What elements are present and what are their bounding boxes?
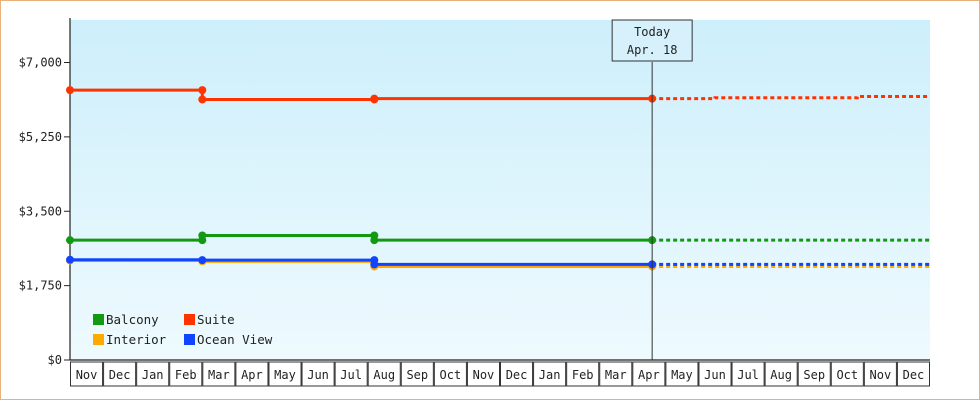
plot-area (70, 20, 930, 360)
x-tick-label: Jan (539, 368, 561, 382)
y-tick-label: $5,250 (19, 130, 62, 144)
y-tick-label: $7,000 (19, 56, 62, 70)
x-tick-box (731, 361, 765, 387)
data-point-suite (198, 95, 207, 104)
x-tick-label: May (671, 368, 693, 382)
series-forecast-suite (652, 95, 930, 101)
x-tick-box (103, 361, 137, 387)
x-tick-label: Sep (406, 368, 428, 382)
today-box (611, 19, 693, 62)
x-tick-box (136, 361, 170, 387)
y-tick-label: $3,500 (19, 204, 62, 218)
series-line-ocean-view (70, 258, 653, 266)
legend: Balcony Suite Interior Ocean View (93, 312, 273, 347)
x-tick-box (896, 361, 931, 387)
x-tick-label: Mar (605, 368, 627, 382)
data-point-suite (66, 86, 74, 95)
x-tick-label: Oct (836, 368, 858, 382)
series-line-balcony (70, 233, 653, 242)
legend-swatch-interior (93, 334, 104, 345)
legend-swatch-ocean-view (184, 334, 195, 345)
legend-swatch-suite (184, 314, 195, 325)
x-tick-box (433, 361, 467, 387)
legend-swatch-balcony (93, 314, 104, 325)
today-title: Today (634, 25, 670, 39)
x-tick-label: Nov (870, 368, 892, 382)
data-point-suite (370, 94, 379, 103)
x-tick-box (400, 361, 434, 387)
x-tick-label: Dec (506, 368, 528, 382)
x-tick-label: Sep (803, 368, 825, 382)
x-tick-label: Feb (572, 368, 594, 382)
legend-label-balcony: Balcony (106, 312, 159, 327)
x-tick-label: Dec (109, 368, 131, 382)
x-tick-label: Apr (638, 368, 660, 382)
x-tick-label: Oct (440, 368, 462, 382)
x-tick-box (599, 361, 633, 387)
x-tick-box (301, 361, 335, 387)
x-tick-box (367, 361, 401, 387)
data-point-balcony (370, 236, 379, 245)
x-tick-label: Aug (373, 368, 395, 382)
legend-label-suite: Suite (197, 312, 235, 327)
series-line-suite (70, 88, 653, 101)
x-tick-box (566, 361, 600, 387)
today-date: Apr. 18 (627, 43, 678, 57)
x-tick-label: Jun (307, 368, 329, 382)
x-tick-box (863, 361, 897, 387)
data-point-ocean-view (66, 255, 74, 264)
x-tick-label: Nov (473, 368, 495, 382)
legend-label-interior: Interior (106, 332, 167, 347)
x-tick-label: Mar (208, 368, 230, 382)
x-tick-label: Jul (340, 368, 362, 382)
x-tick-label: Nov (76, 368, 98, 382)
data-point-ocean-view (198, 256, 207, 265)
x-tick-label: Feb (175, 368, 197, 382)
x-tick-box (169, 361, 203, 387)
x-tick-box (797, 361, 831, 387)
x-tick-label: Jul (737, 368, 759, 382)
x-tick-box (466, 361, 500, 387)
data-point-ocean-view (370, 260, 379, 269)
today-marker: Today Apr. 18 (611, 19, 693, 360)
legend-label-ocean-view: Ocean View (197, 332, 273, 347)
series-layer (66, 86, 930, 271)
x-tick-box (533, 361, 567, 387)
x-tick-box (500, 361, 534, 387)
x-tick-box (70, 361, 104, 387)
y-tick-label: $0 (48, 353, 62, 367)
x-tick-box (764, 361, 798, 387)
x-tick-label: Jan (142, 368, 164, 382)
x-tick-label: May (274, 368, 296, 382)
y-tick-label: $1,750 (19, 279, 62, 293)
data-point-suite (198, 86, 207, 95)
x-tick-label: Jun (704, 368, 726, 382)
x-tick-box (334, 361, 368, 387)
x-tick-label: Aug (770, 368, 792, 382)
x-tick-box (665, 361, 699, 387)
x-tick-label: Apr (241, 368, 263, 382)
x-tick-box (268, 361, 302, 387)
x-tick-box (202, 361, 236, 387)
x-tick-box (632, 361, 666, 387)
x-tick-box (698, 361, 732, 387)
x-tick-box (235, 361, 269, 387)
axes: $0 $1,750 $3,500 $5,250 $7,000 Nov Dec Jan Feb Ma… (19, 18, 931, 387)
x-tick-box (830, 361, 864, 387)
data-point-balcony (66, 236, 74, 245)
data-point-balcony (198, 231, 207, 240)
x-tick-label: Dec (903, 368, 925, 382)
